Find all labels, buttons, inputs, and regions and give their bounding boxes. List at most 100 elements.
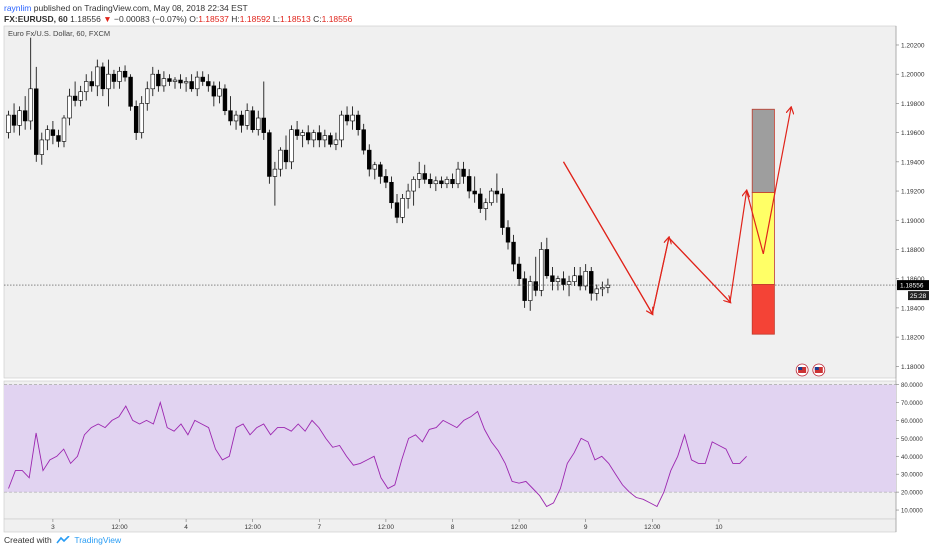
projection-arrow-segment (651, 238, 669, 314)
candle-body (56, 135, 61, 142)
time-tick-label: 7 (317, 524, 321, 531)
candle (200, 71, 205, 86)
rsi-tick-label: 10.0000 (901, 509, 923, 515)
candle (466, 169, 472, 199)
candle (89, 71, 94, 92)
candle-body (566, 281, 572, 285)
chart-header: raynlim published on TradingView.com, Ma… (0, 0, 932, 24)
countdown-tag (908, 291, 929, 301)
candle (56, 129, 61, 148)
candle-body (555, 278, 561, 282)
candle (322, 129, 328, 148)
candle (589, 266, 594, 301)
candle-body (156, 73, 161, 87)
candle-body (405, 190, 411, 199)
candle (145, 81, 150, 111)
candle (222, 84, 228, 116)
candle (455, 161, 461, 189)
us-flag-icon[interactable] (795, 363, 809, 377)
candle (511, 234, 516, 272)
candle (339, 110, 344, 148)
candle (577, 266, 583, 291)
candle-body (244, 110, 250, 126)
candle (355, 110, 361, 136)
candle-body (261, 117, 266, 133)
last-price-tag-label: 1.18556 (900, 283, 924, 290)
candle-body (400, 198, 405, 218)
candle-body (305, 132, 311, 141)
rsi-line (8, 400, 747, 508)
candle-body (466, 176, 472, 192)
candle (228, 96, 233, 126)
time-tick-label: 4 (184, 524, 188, 531)
candles (6, 37, 611, 311)
candle-body (322, 135, 328, 141)
candle-body (527, 281, 533, 301)
candle-body (300, 132, 305, 136)
candle-body (78, 91, 83, 101)
time-tick-label: 10 (715, 524, 723, 531)
candle (28, 37, 33, 130)
candle (256, 110, 261, 136)
rsi-tick-label: 20.0000 (901, 491, 923, 497)
candle-body (267, 132, 272, 177)
price-tick-label: 1.19800 (901, 101, 925, 108)
candle (500, 188, 505, 235)
candle-body (561, 278, 566, 285)
candle (289, 125, 294, 170)
flag-canton (798, 367, 803, 370)
candle (572, 266, 577, 286)
time-tick-label: 12:00 (111, 524, 128, 531)
candle-body (161, 78, 167, 87)
candle (106, 59, 111, 107)
us-flag-icon[interactable] (812, 363, 826, 377)
tradingview-link[interactable]: TradingView (74, 535, 122, 545)
candle-body (372, 164, 377, 170)
candle (527, 275, 533, 311)
candle (67, 88, 72, 126)
time-tick-label: 9 (584, 524, 588, 531)
candle (261, 81, 266, 140)
candle (333, 132, 339, 151)
candle (305, 125, 311, 145)
candle-body (394, 202, 400, 218)
last-price: 1.18556 (70, 14, 101, 24)
candle-body (95, 66, 100, 87)
candle-body (500, 193, 505, 228)
candle (522, 271, 527, 308)
candle (50, 120, 56, 145)
candle-body (150, 73, 155, 90)
candle-body (339, 114, 344, 141)
candle-body (411, 179, 416, 192)
candle (111, 69, 117, 89)
author-link[interactable]: raynlim (4, 3, 32, 13)
candle-body (389, 181, 394, 204)
candle-body (317, 132, 322, 141)
candle-body (350, 114, 355, 122)
candle-body (45, 129, 50, 141)
symbol-label: FX:EURUSD, 60 (4, 14, 68, 24)
candle-body (61, 117, 67, 142)
candle (72, 81, 78, 107)
candle (172, 77, 178, 89)
candle (350, 106, 355, 130)
candle-body (172, 79, 178, 82)
candle (45, 125, 50, 151)
candle (433, 176, 439, 192)
change-down-icon: ▼ (103, 14, 112, 24)
candle-body (28, 88, 33, 122)
candle-body (522, 278, 527, 301)
candle (294, 120, 300, 140)
countdown-label: 25:28 (910, 293, 927, 300)
price-tick-label: 1.18200 (901, 335, 925, 342)
candle-body (605, 284, 611, 288)
candle (566, 275, 572, 297)
candle-body (117, 70, 122, 82)
candle (544, 237, 550, 279)
candle (394, 193, 400, 224)
candle (117, 66, 122, 89)
high-value: 1.18592 (239, 14, 271, 24)
candle (505, 220, 511, 250)
